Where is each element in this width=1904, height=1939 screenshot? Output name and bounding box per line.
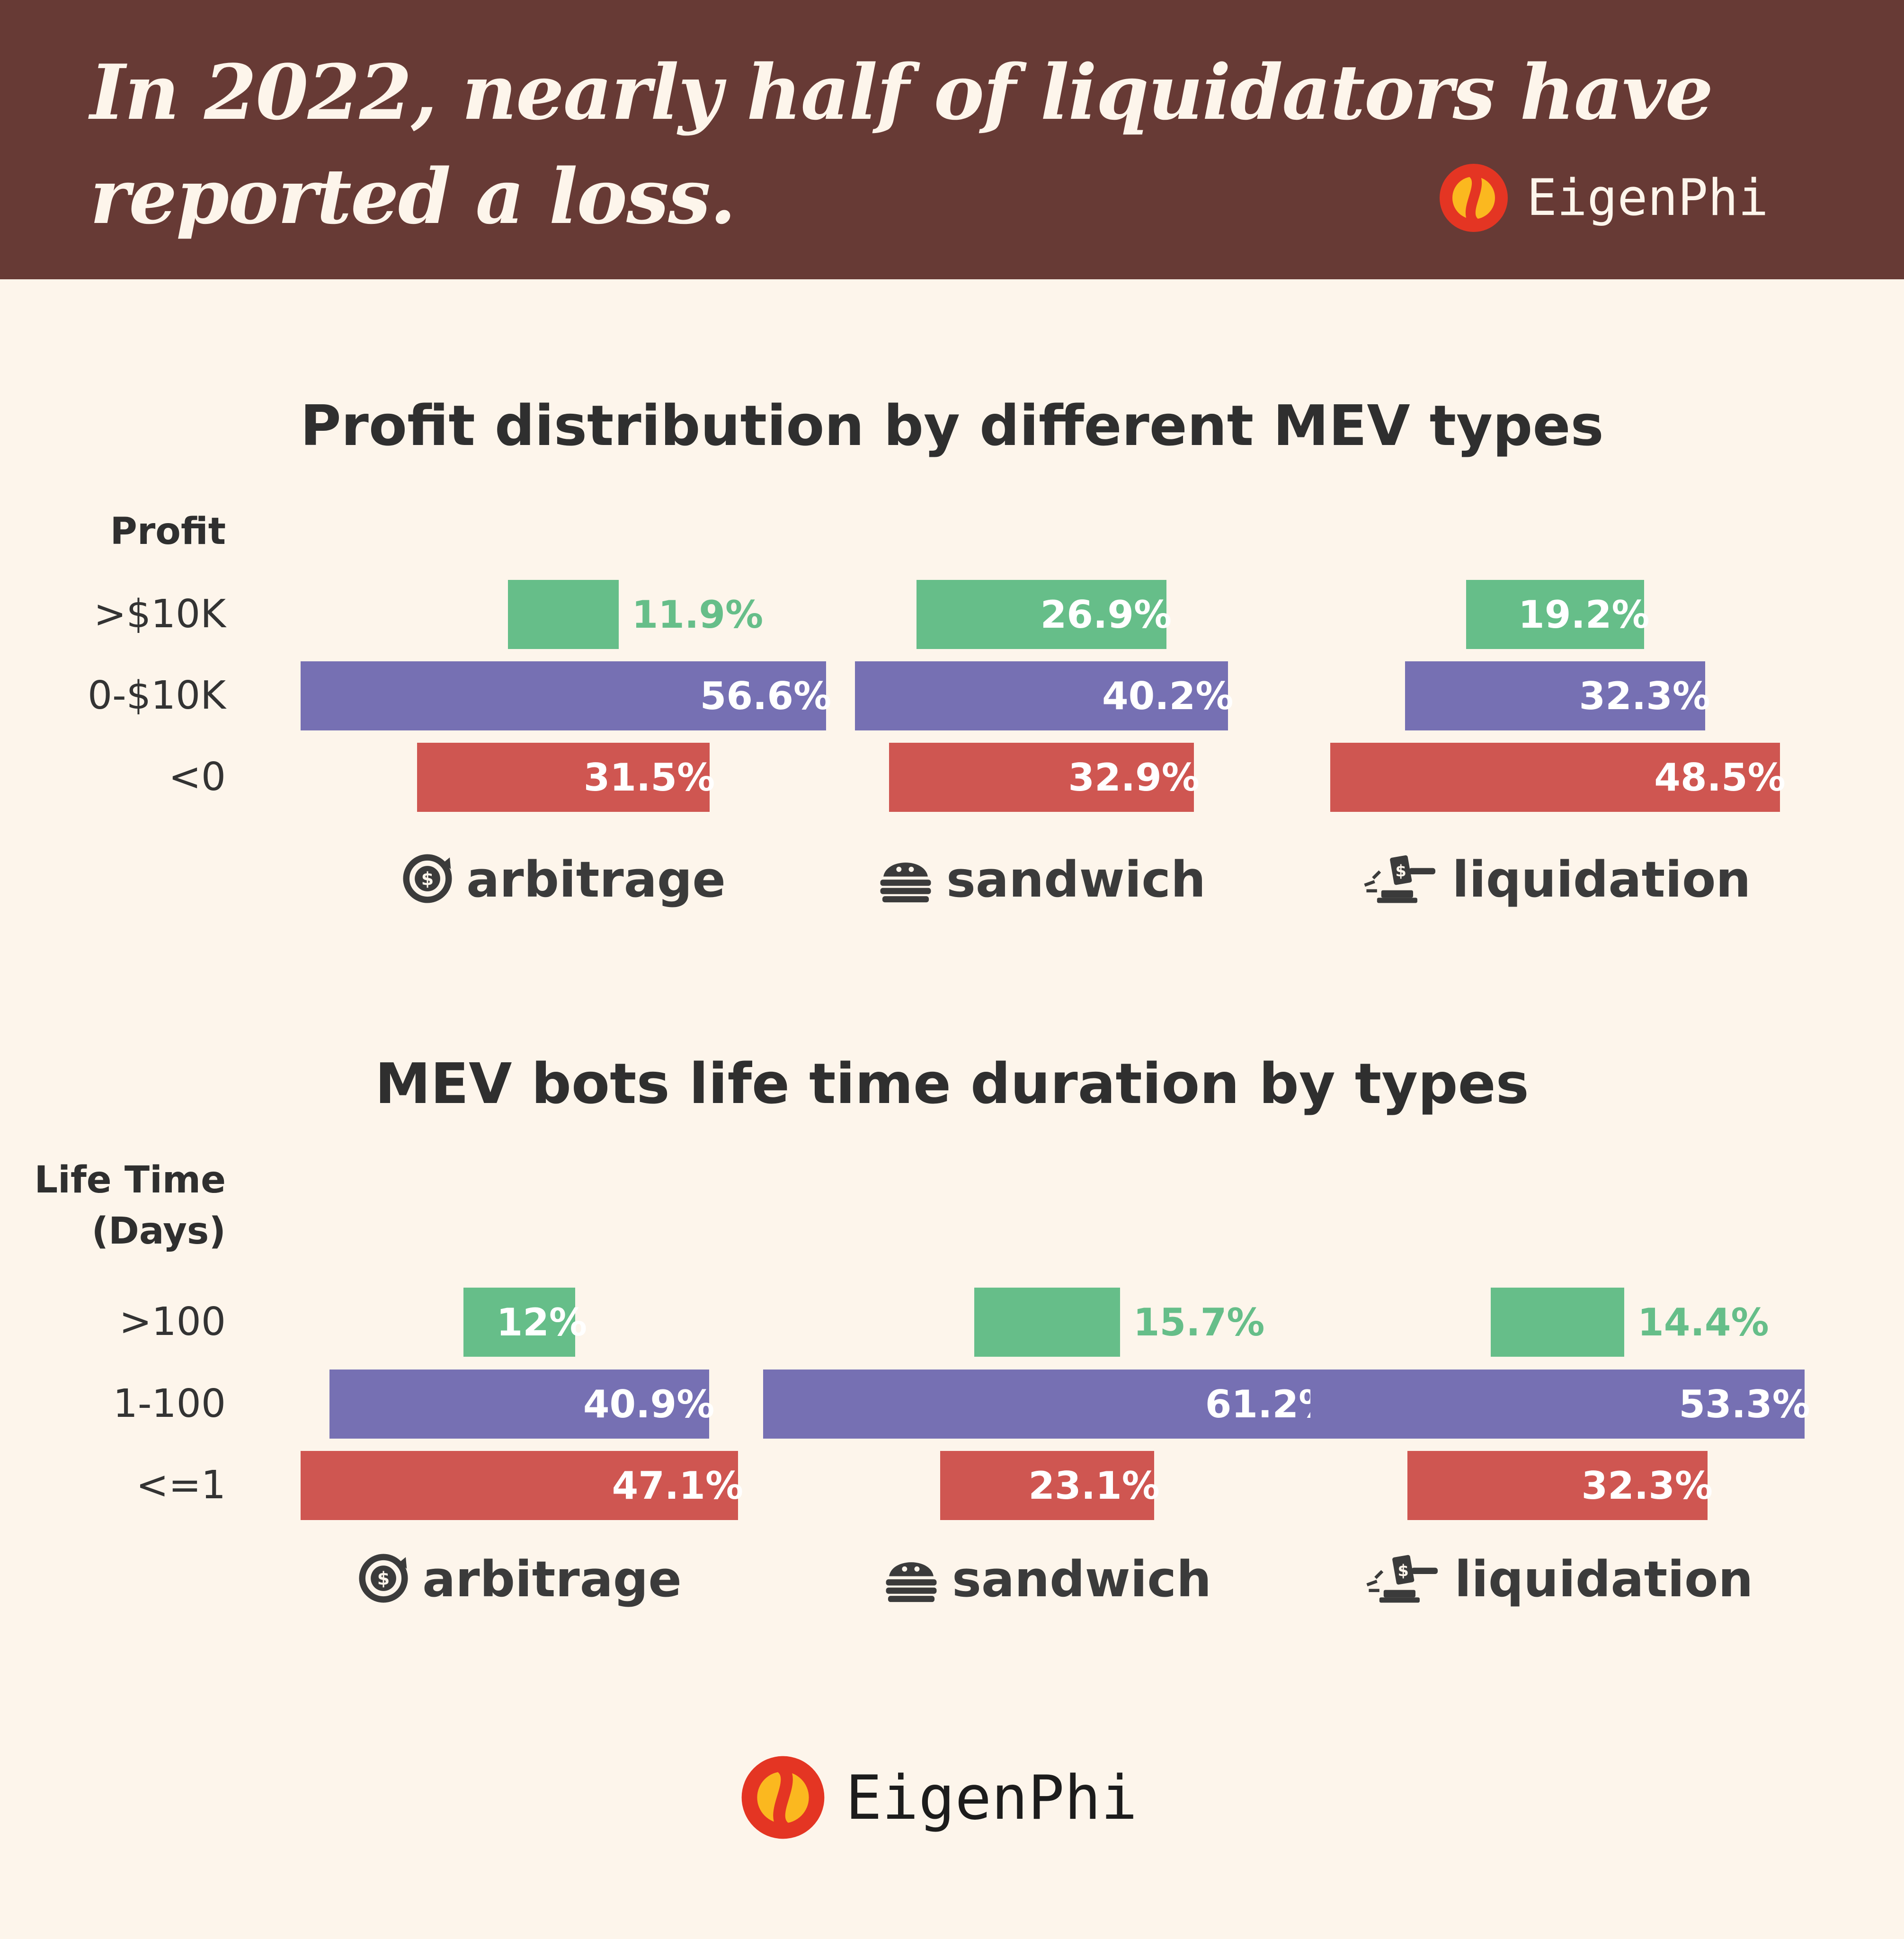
eigenphi-logo-icon [1440, 164, 1508, 232]
bar-value-label: 15.7% [1133, 1300, 1265, 1344]
bar-value-label: 12% [496, 1300, 587, 1344]
bar-value-label: 19.2% [1518, 593, 1650, 637]
header-logo-text: EigenPhi [1527, 169, 1769, 227]
sandwich-icon [883, 1552, 940, 1607]
bar-value-label: 53.3% [1679, 1382, 1810, 1426]
arbitrage-dollar-icon: $ [357, 1552, 410, 1607]
category-name: liquidation [1452, 851, 1751, 908]
bar-liquidation-0 [1490, 1288, 1625, 1357]
gavel-icon: $ [1360, 852, 1440, 907]
bar-value-label: 40.2% [1102, 674, 1234, 718]
header-banner: In 2022, nearly half of liquidators have… [0, 0, 1904, 279]
bar-value-label: 61.2% [1205, 1382, 1337, 1426]
svg-text:$: $ [377, 1568, 390, 1589]
row-label: 1-100 [113, 1381, 226, 1426]
row-label: <0 [169, 755, 226, 800]
eigenphi-logo-icon [741, 1756, 825, 1839]
bar-liquidation-1 [1310, 1370, 1805, 1439]
bar-value-label: 26.9% [1040, 593, 1172, 637]
bar-liquidation-2 [1407, 1451, 1708, 1520]
bar-value-label: 31.5% [583, 756, 715, 800]
gavel-icon: $ [1362, 1552, 1442, 1607]
bar-value-label: 40.9% [583, 1382, 715, 1426]
bar-sandwich-2 [940, 1451, 1155, 1520]
bar-value-label: 32.9% [1068, 756, 1200, 800]
headline-line-2: reported a loss. [90, 152, 736, 241]
svg-text:$: $ [421, 868, 434, 889]
row-axis-heading: Life Time (Days) [34, 1159, 226, 1253]
bar-sandwich-2 [889, 743, 1194, 812]
bar-arbitrage-0 [463, 1288, 575, 1357]
row-axis-heading: Profit [110, 510, 226, 553]
row-label: 0-$10K [87, 673, 226, 718]
bar-arbitrage-1 [329, 1370, 709, 1439]
chart-title: Profit distribution by different MEV typ… [300, 393, 1604, 458]
row-label: >100 [119, 1299, 226, 1344]
bar-arbitrage-1 [301, 661, 826, 730]
headline-line-1: In 2022, nearly half of liquidators have [90, 48, 1713, 137]
category-name: arbitrage [422, 1550, 682, 1608]
bar-value-label: 11.9% [632, 593, 764, 637]
category-label-sandwich: sandwich [883, 1552, 1211, 1607]
bar-sandwich-0 [916, 580, 1166, 649]
category-label-sandwich: sandwich [877, 852, 1206, 907]
bar-value-label: 23.1% [1028, 1464, 1160, 1508]
category-name: sandwich [946, 851, 1206, 908]
arbitrage-dollar-icon: $ [401, 852, 454, 907]
bar-sandwich-0 [974, 1288, 1120, 1357]
category-name: liquidation [1454, 1550, 1753, 1608]
category-label-liquidation: $ liquidation [1360, 852, 1751, 907]
bar-value-label: 14.4% [1637, 1300, 1769, 1344]
category-label-arbitrage: $ arbitrage [357, 1552, 682, 1607]
bar-arbitrage-2 [301, 1451, 738, 1520]
bar-liquidation-2 [1330, 743, 1780, 812]
category-label-arbitrage: $ arbitrage [401, 852, 726, 907]
bar-liquidation-1 [1405, 661, 1705, 730]
bar-arbitrage-2 [417, 743, 710, 812]
sandwich-icon [877, 852, 934, 907]
bar-value-label: 32.3% [1579, 674, 1711, 718]
bar-arbitrage-0 [508, 580, 619, 649]
bar-value-label: 47.1% [612, 1464, 744, 1508]
chart-title: MEV bots life time duration by types [375, 1051, 1529, 1116]
bar-value-label: 32.3% [1581, 1464, 1713, 1508]
bar-value-label: 48.5% [1654, 756, 1786, 800]
row-label: >$10K [94, 592, 226, 637]
row-label: <=1 [136, 1463, 226, 1508]
footer-logo-text: EigenPhi [845, 1763, 1138, 1833]
bar-value-label: 56.6% [700, 674, 832, 718]
bar-liquidation-0 [1466, 580, 1645, 649]
category-name: arbitrage [466, 851, 726, 908]
bar-sandwich-1 [763, 1370, 1331, 1439]
bar-sandwich-1 [855, 661, 1228, 730]
svg-text:$: $ [1397, 1562, 1408, 1580]
category-name: sandwich [952, 1550, 1211, 1608]
category-label-liquidation: $ liquidation [1362, 1552, 1753, 1607]
svg-text:$: $ [1395, 862, 1406, 881]
